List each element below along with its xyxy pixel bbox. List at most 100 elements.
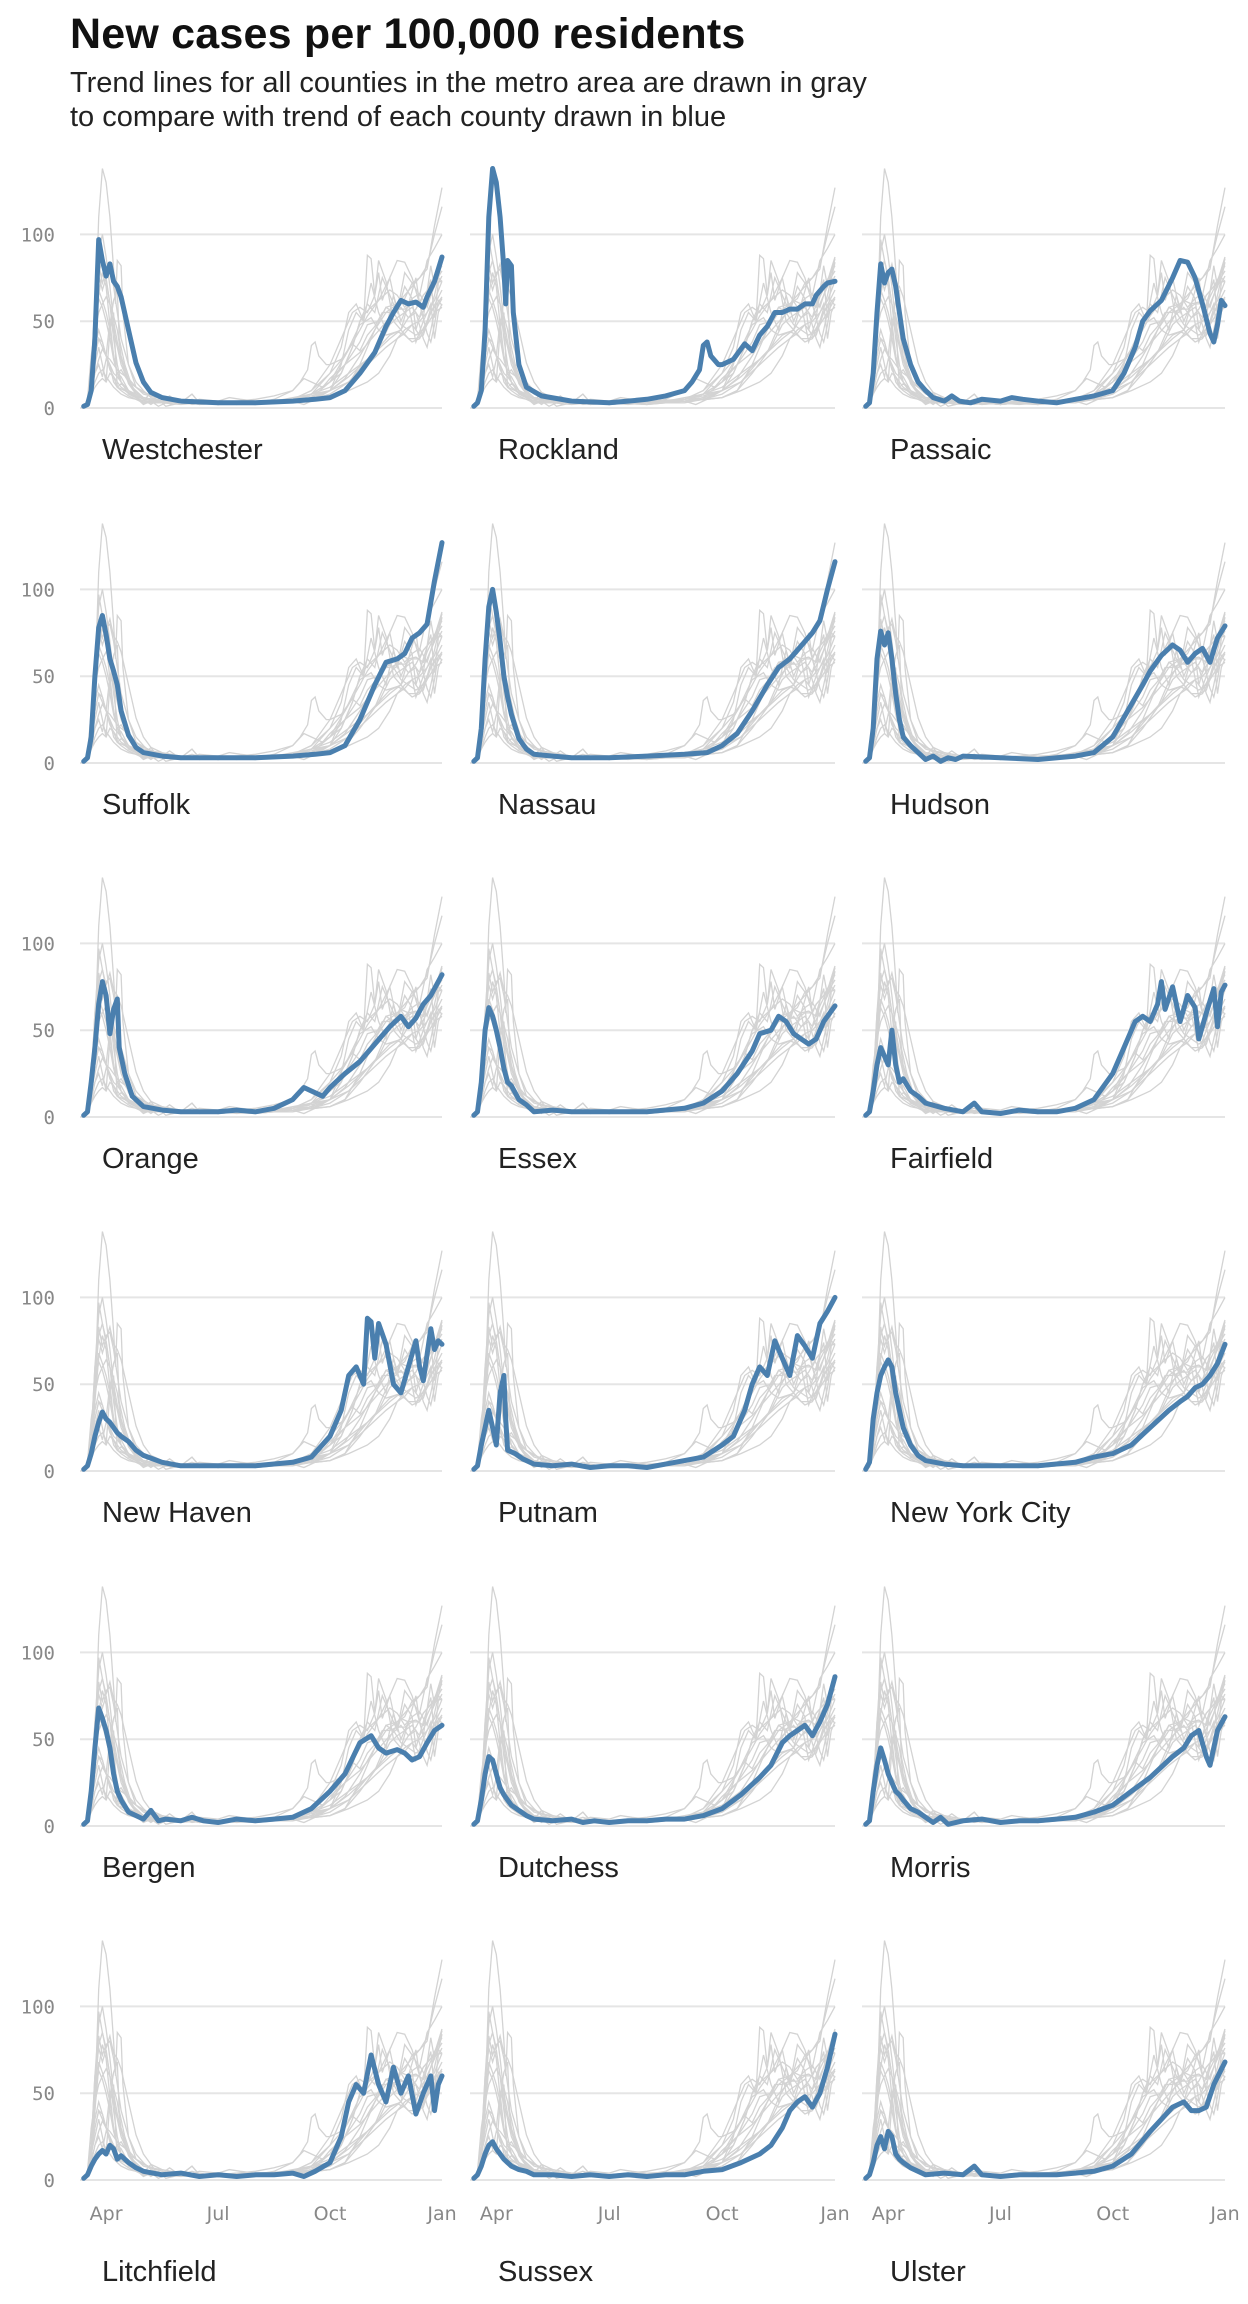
panel-litchfield: 0 50 100 Apr Jul Oct Jan Litchfield <box>21 1940 457 2288</box>
trend-line-gray <box>473 542 836 762</box>
trend-line-highlight <box>81 1315 445 1472</box>
trend-line-gray <box>473 259 836 407</box>
trend-line-gray <box>83 1677 443 1825</box>
trend-line-highlight <box>863 258 1228 409</box>
trend-line-gray <box>865 1231 1226 1470</box>
panel-label: Westchester <box>102 434 263 466</box>
trend-line-gray <box>473 2031 836 2179</box>
y-tick-label: 100 <box>21 1287 55 1309</box>
trend-line-gray <box>473 948 836 1116</box>
trend-line-gray <box>83 523 443 762</box>
y-tick-label: 50 <box>32 2083 55 2105</box>
panel-label: New York City <box>890 1497 1071 1529</box>
panel-label: Suffolk <box>102 789 191 821</box>
panel-fairfield: Fairfield <box>862 877 1228 1175</box>
trend-line-gray <box>865 1322 1226 1470</box>
x-tick-label: Jan <box>819 2203 849 2225</box>
trend-line-highlight <box>471 559 838 764</box>
trend-line-gray <box>865 187 1226 407</box>
chart-title: New cases per 100,000 residents <box>70 10 746 58</box>
trend-line-gray <box>865 1250 1226 1470</box>
trend-line-gray <box>865 1586 1226 1825</box>
y-tick-label: 50 <box>32 1020 55 1042</box>
trend-line-gray <box>865 653 1226 763</box>
trend-line-gray <box>865 2070 1226 2180</box>
y-tick-label: 50 <box>32 1374 55 1396</box>
trend-line-gray <box>83 296 443 407</box>
trend-line-gray <box>865 523 1226 762</box>
trend-line-gray <box>473 168 836 407</box>
panel-label: Passaic <box>890 434 992 466</box>
panel-label: Nassau <box>498 789 596 821</box>
panel-new-haven: 0 50 100 New Haven <box>21 1231 445 1529</box>
trend-line-gray <box>865 1605 1226 1825</box>
trend-line-gray <box>865 1714 1226 1825</box>
trend-line-gray <box>83 2031 443 2179</box>
panel-orange: 0 50 100 Orange <box>21 877 445 1175</box>
panel-suffolk: 0 50 100 Suffolk <box>21 523 445 821</box>
trend-line-gray <box>473 1359 836 1470</box>
trend-line-gray <box>473 187 836 407</box>
trend-line-highlight <box>863 623 1228 764</box>
trend-line-gray <box>865 1361 1226 1471</box>
y-tick-label: 100 <box>21 224 55 246</box>
trend-line-gray <box>83 614 443 762</box>
trend-line-highlight <box>81 1705 445 1827</box>
trend-line-highlight <box>81 540 445 764</box>
trend-line-gray <box>865 948 1226 1116</box>
panel-rockland: Rockland <box>470 166 838 466</box>
panel-label: Essex <box>498 1143 577 1175</box>
trend-line-gray <box>473 1959 836 2179</box>
x-tick-label: Oct <box>1096 2203 1129 2225</box>
trend-line-gray <box>865 614 1226 762</box>
panel-label: Bergen <box>102 1852 196 1884</box>
trend-line-gray <box>865 1940 1226 2179</box>
trend-line-gray <box>865 1959 1226 2179</box>
trend-line-gray <box>473 653 836 763</box>
panel-westchester: 0 50 100 Westchester <box>21 168 445 466</box>
trend-line-gray <box>473 239 836 407</box>
y-tick-label: 0 <box>44 2170 55 2192</box>
x-tick-label: Jan <box>1209 2203 1239 2225</box>
x-tick-label: Apr <box>872 2203 905 2225</box>
panel-sussex: Apr Jul Oct Jan Sussex <box>470 1940 850 2288</box>
panel-label: Hudson <box>890 789 990 821</box>
trend-line-gray <box>473 1714 836 1825</box>
y-tick-label: 0 <box>44 1816 55 1838</box>
trend-line-gray <box>473 2011 836 2179</box>
trend-line-gray <box>865 296 1226 407</box>
x-tick-label: Jan <box>426 2203 456 2225</box>
trend-line-gray <box>865 1677 1226 1825</box>
trend-line-gray <box>865 1657 1226 1825</box>
trend-line-highlight <box>471 1674 838 1827</box>
panel-label: Rockland <box>498 434 619 466</box>
trend-line-gray <box>473 1605 836 1825</box>
trend-line-highlight <box>471 166 838 409</box>
trend-line-gray <box>473 1005 836 1116</box>
trend-line-gray <box>473 1716 836 1826</box>
trend-line-highlight <box>471 1294 838 1472</box>
trend-line-gray <box>865 1359 1226 1470</box>
y-tick-label: 50 <box>32 666 55 688</box>
trend-line-highlight <box>471 1003 838 1118</box>
trend-line-gray <box>473 1586 836 1825</box>
trend-line-gray <box>473 1940 836 2179</box>
trend-line-gray <box>473 1302 836 1470</box>
trend-line-gray <box>83 594 443 762</box>
trend-line-gray <box>865 968 1226 1116</box>
y-tick-label: 100 <box>21 933 55 955</box>
trend-line-gray <box>83 1322 443 1470</box>
panel-morris: Morris <box>862 1586 1228 1884</box>
y-tick-label: 100 <box>21 1642 55 1664</box>
trend-line-highlight <box>81 972 445 1118</box>
panel-label: Fairfield <box>890 1143 993 1175</box>
trend-line-gray <box>473 896 836 1116</box>
trend-line-gray <box>83 1959 443 2179</box>
panel-dutchess: Dutchess <box>470 1586 838 1884</box>
y-tick-label: 0 <box>44 1461 55 1483</box>
panel-putnam: Putnam <box>470 1231 838 1529</box>
x-tick-label: Oct <box>314 2203 347 2225</box>
trend-line-highlight <box>863 979 1228 1118</box>
panel-nassau: Nassau <box>470 523 838 821</box>
